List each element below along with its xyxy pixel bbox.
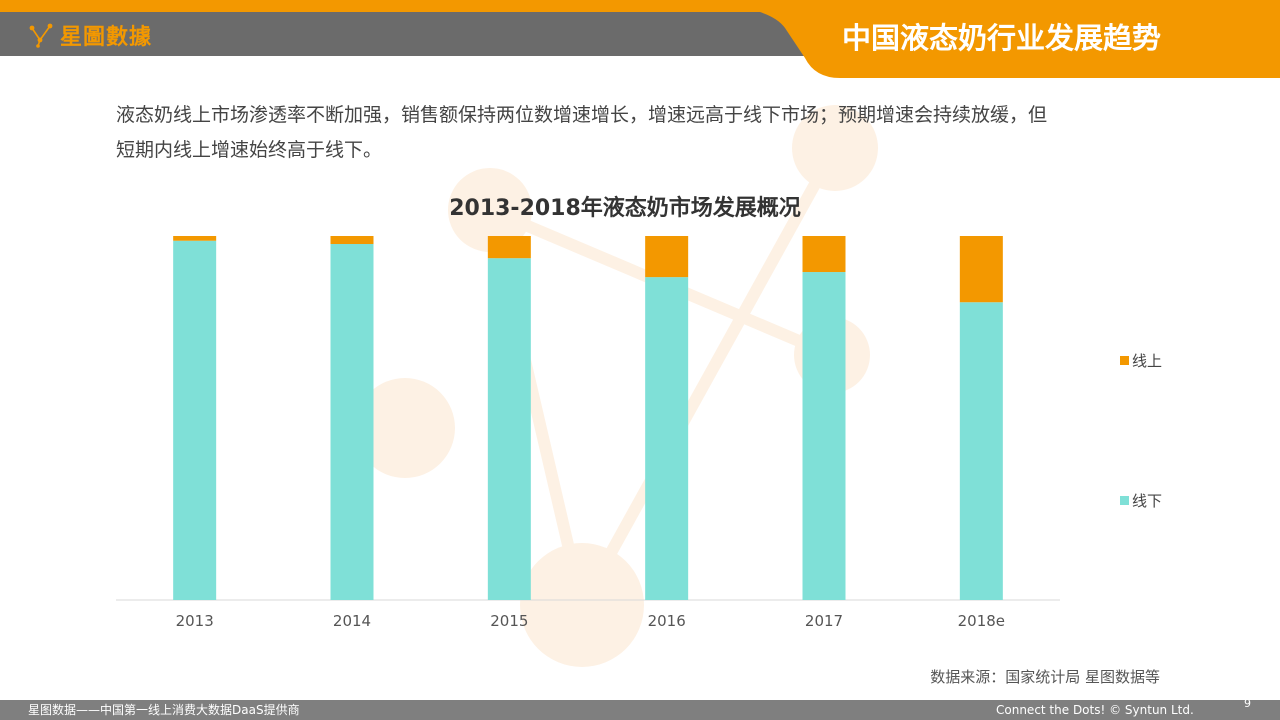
logo-text: 星圖數據 <box>60 25 153 50</box>
bar-online-2016 <box>645 236 689 278</box>
bar-online-2017 <box>802 236 846 273</box>
logo: 星圖數據 <box>28 18 152 52</box>
intro-line-1: 液态奶线上市场渗透率不断加强，销售额保持两位数增速增长，增速远高于线下市场；预期… <box>116 104 1048 126</box>
bar-offline-2017 <box>802 272 846 600</box>
legend-swatch-offline <box>1120 496 1129 505</box>
x-tick-label: 2016 <box>648 612 686 630</box>
header-shapes <box>0 0 1280 78</box>
legend-label-offline: 线下 <box>1132 492 1163 510</box>
intro-line-2: 短期内线上增速始终高于线下。 <box>116 139 383 161</box>
legend-item-online: 线上 <box>1120 350 1162 371</box>
constellation-logo-icon <box>29 23 53 48</box>
bar-offline-2013 <box>173 240 217 600</box>
legend-label-online: 线上 <box>1132 352 1163 370</box>
chart-title: 2013-2018年液态奶市场发展概况 <box>449 196 801 221</box>
page-title: 中国液态奶行业发展趋势 <box>842 21 1162 55</box>
x-tick-label: 2014 <box>333 612 371 630</box>
bar-online-2014 <box>330 236 374 245</box>
x-tick-label: 2015 <box>490 612 528 630</box>
header-bar <box>0 0 1280 78</box>
bar-offline-2018e <box>959 302 1003 600</box>
bar-offline-2014 <box>330 244 374 600</box>
footer-copyright: Connect the Dots! © Syntun Ltd. <box>996 703 1194 717</box>
legend-swatch-online <box>1120 356 1129 365</box>
page-number: 9 <box>1244 697 1251 710</box>
bar-offline-2016 <box>645 277 689 600</box>
footer-tagline: 星图数据——中国第一线上消费大数据DaaS提供商 <box>28 703 300 717</box>
bar-offline-2015 <box>487 258 531 600</box>
bar-online-2013 <box>173 236 217 241</box>
bar-online-2015 <box>487 236 531 259</box>
footer-bar: 星图数据——中国第一线上消费大数据DaaS提供商 Connect the Dot… <box>0 697 1280 720</box>
legend-item-offline: 线下 <box>1120 490 1162 511</box>
bar-online-2018e <box>959 236 1003 303</box>
intro-paragraph: 液态奶线上市场渗透率不断加强，销售额保持两位数增速增长，增速远高于线下市场；预期… <box>116 98 1176 168</box>
x-tick-label: 2018e <box>958 612 1005 630</box>
x-tick-label: 2017 <box>805 612 843 630</box>
data-source: 数据来源：国家统计局 星图数据等 <box>930 668 1160 686</box>
x-tick-label: 2013 <box>176 612 214 630</box>
